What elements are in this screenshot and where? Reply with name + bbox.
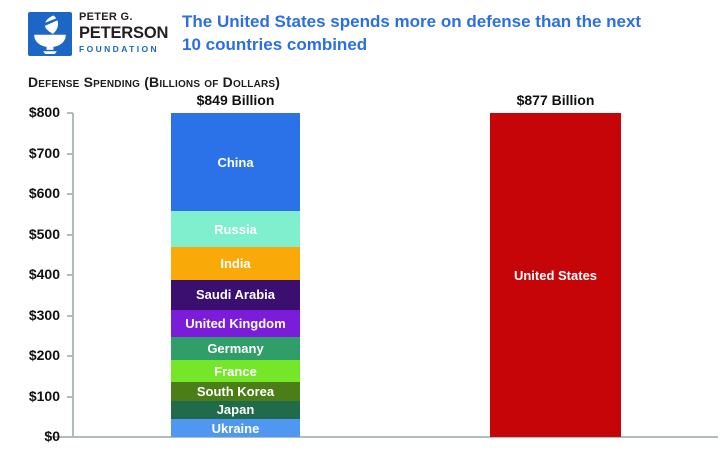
- page-title-line2: 10 countries combined: [182, 35, 368, 54]
- bar-segment-united-states: United States: [490, 113, 621, 437]
- logo-line-peter-g: PETER G.: [79, 11, 133, 23]
- y-tick-label-500: $500: [28, 225, 60, 242]
- segment-label: China: [217, 154, 254, 170]
- bar-segment-ukraine: Ukraine: [171, 419, 300, 437]
- y-tick-label-400: $400: [28, 266, 60, 282]
- page-title-line1: The United States spends more on defense…: [182, 12, 642, 31]
- segment-label: Japan: [216, 402, 255, 418]
- segment-label: United Kingdom: [185, 316, 286, 332]
- segment-label: Ukraine: [211, 420, 260, 436]
- segment-label: France: [214, 363, 257, 379]
- y-tick: [67, 355, 73, 357]
- y-tick-label-0: $0: [44, 428, 60, 444]
- y-tick: [67, 395, 73, 398]
- y-tick-label-100: $100: [28, 387, 60, 404]
- segment-label: India: [220, 255, 251, 271]
- segment-label: United States: [513, 267, 598, 283]
- bar-united-states: United States: [490, 113, 621, 437]
- segment-label: Germany: [207, 341, 264, 357]
- y-axis-line: [72, 113, 74, 437]
- chart-heading: Defense Spending (Billions of Dollars): [28, 74, 281, 90]
- pgpf-logo: [28, 12, 72, 56]
- bar-segment-india: India: [171, 246, 300, 280]
- y-tick: [67, 314, 73, 317]
- segment-label: South Korea: [196, 383, 275, 399]
- bar-segment-russia: Russia: [171, 211, 300, 247]
- y-tick-label-300: $300: [28, 306, 60, 323]
- x-axis-baseline: [50, 436, 718, 438]
- y-tick: [67, 436, 73, 438]
- plot-area: Ukraine Japan South Korea France Germany Unit…: [50, 113, 718, 437]
- bar-segment-china: China: [171, 113, 300, 212]
- bar-segment-united-kingdom: United Kingdom: [171, 309, 300, 338]
- stacked-bar-next-10-countries: Ukraine Japan South Korea France Germany Unit…: [171, 113, 300, 437]
- y-tick-label-700: $700: [28, 144, 60, 161]
- bar-segment-saudi-arabia: Saudi Arabia: [171, 279, 300, 310]
- bar-segment-france: France: [171, 360, 300, 382]
- segment-label: Saudi Arabia: [196, 287, 275, 303]
- y-tick: [67, 112, 73, 114]
- logo-line-foundation: FOUNDATION: [79, 43, 160, 54]
- logo-text: PETER G. PETERSON FOUNDATION: [79, 12, 168, 53]
- segment-label: Russia: [214, 221, 257, 237]
- page-title: The United States spends more on defense…: [182, 10, 641, 56]
- y-tick-label-200: $200: [28, 347, 60, 363]
- y-tick-label-600: $600: [28, 185, 60, 201]
- bar-segment-south-korea: South Korea: [171, 381, 300, 401]
- bar-segment-germany: Germany: [171, 337, 300, 361]
- y-tick: [67, 233, 73, 236]
- next10-total-label: $849 Billion: [196, 92, 275, 108]
- y-tick: [67, 274, 73, 276]
- us-total-label: $877 Billion: [516, 92, 595, 108]
- bar-segment-japan: Japan: [171, 400, 300, 420]
- y-tick: [67, 152, 73, 155]
- torch-icon: [28, 15, 72, 60]
- y-tick: [67, 193, 73, 195]
- y-tick-label-800: $800: [28, 104, 60, 120]
- logo-line-peterson: PETERSON: [79, 24, 169, 42]
